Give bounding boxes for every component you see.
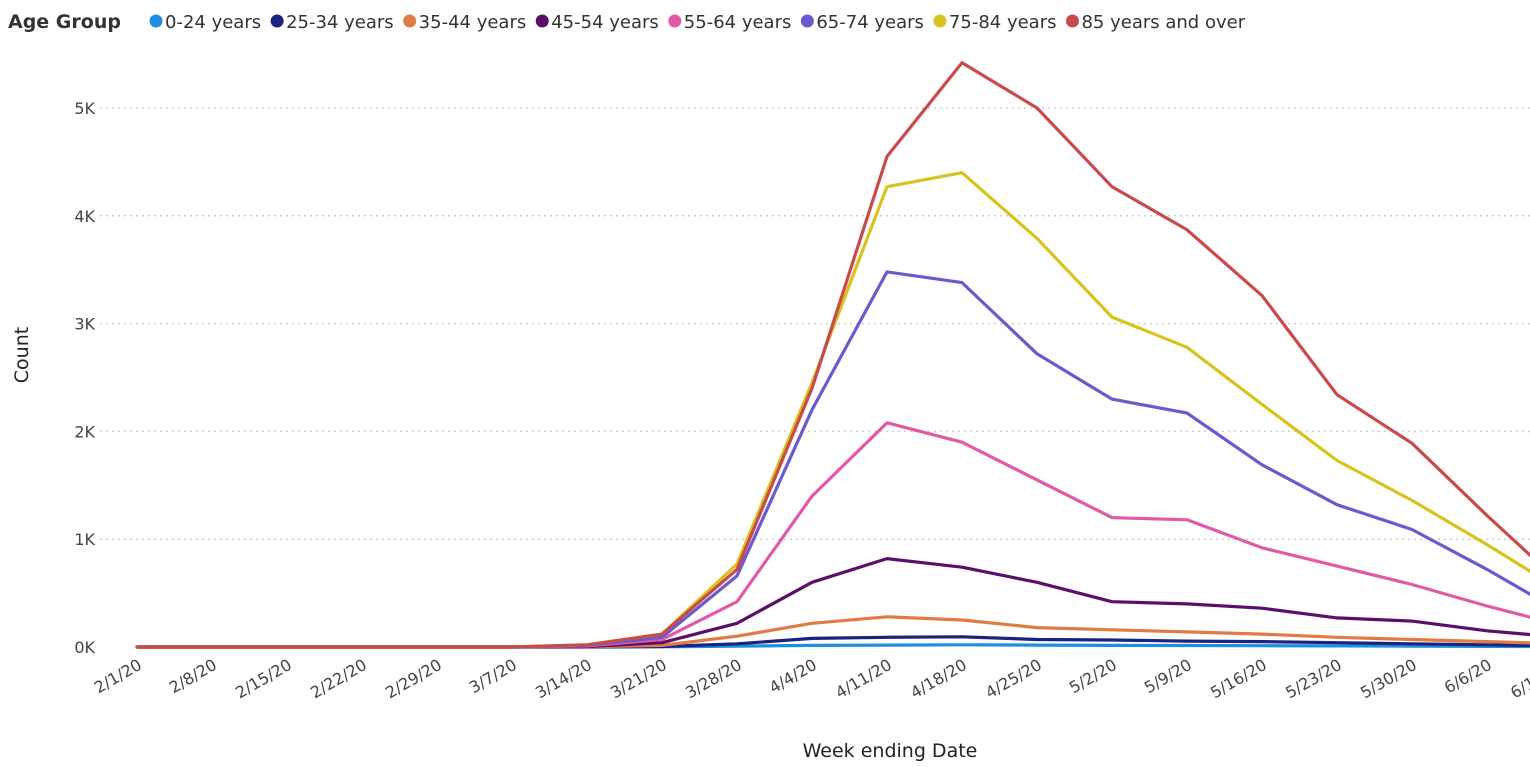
series-lines	[135, 61, 1530, 649]
legend-label: 85 years and over	[1081, 12, 1245, 33]
legend-item[interactable]: 45-54 years	[535, 12, 659, 33]
legend-item[interactable]: 85 years and over	[1065, 12, 1246, 33]
x-tick-label: 2/1/20	[91, 655, 145, 697]
series-line	[135, 557, 1530, 649]
legend-label: 65-74 years	[816, 12, 924, 33]
y-axis-ticks: 0K 1K 2K 3K 4K 5K	[74, 99, 95, 657]
x-tick-label: 3/21/20	[607, 655, 670, 702]
x-tick-label: 2/22/20	[307, 655, 370, 702]
legend-label: 75-84 years	[949, 12, 1057, 33]
series-line	[135, 61, 1530, 649]
y-tick-label: 5K	[74, 99, 95, 118]
x-tick-label: 3/28/20	[682, 655, 745, 702]
legend-label: 35-44 years	[419, 12, 527, 33]
legend-marker	[149, 14, 163, 28]
legend-label: 45-54 years	[551, 12, 659, 33]
x-tick-label: 5/30/20	[1357, 655, 1420, 702]
legend-marker	[933, 14, 947, 28]
y-tick-label: 4K	[74, 207, 95, 226]
x-tick-label: 5/16/20	[1207, 655, 1270, 702]
legend-item[interactable]: 55-64 years	[668, 12, 791, 33]
x-tick-label: 2/8/20	[166, 655, 220, 697]
legend-item[interactable]: 35-44 years	[403, 12, 526, 33]
legend-marker	[1065, 14, 1079, 28]
x-tick-label: 5/9/20	[1141, 655, 1195, 697]
legend-label: 0-24 years	[165, 12, 261, 33]
x-tick-label: 4/18/20	[907, 655, 970, 702]
x-tick-label: 3/7/20	[466, 655, 520, 697]
legend-label: 55-64 years	[684, 12, 792, 33]
gridlines	[100, 107, 1530, 540]
x-tick-label: 2/15/20	[232, 655, 295, 702]
y-tick-label: 2K	[74, 422, 95, 441]
y-tick-label: 1K	[74, 530, 95, 549]
legend-marker	[668, 14, 682, 28]
x-tick-label: 5/2/20	[1066, 655, 1120, 697]
y-axis-title: Count	[11, 327, 33, 383]
x-axis-ticks: 2/1/20 2/8/20 2/15/20 2/22/20 2/29/20 3/7/20 3…	[91, 655, 1530, 702]
legend-item[interactable]: 75-84 years	[933, 12, 1056, 33]
legend-marker	[800, 14, 814, 28]
legend-title: Age Group	[8, 11, 121, 33]
x-tick-label: 4/4/20	[766, 655, 820, 697]
x-axis-title: Week ending Date	[803, 740, 978, 762]
x-tick-label: 6/6/20	[1441, 655, 1495, 697]
legend-marker	[535, 14, 549, 28]
x-tick-label: 2/29/20	[382, 655, 445, 702]
x-tick-label: 4/11/20	[832, 655, 895, 702]
legend-item[interactable]: 0-24 years	[149, 12, 262, 33]
series-line	[135, 421, 1530, 649]
x-tick-label: 5/23/20	[1282, 655, 1345, 702]
legend-label: 25-34 years	[286, 12, 394, 33]
y-tick-label: 3K	[74, 315, 95, 334]
legend-item[interactable]: 65-74 years	[800, 12, 924, 33]
legend: Age Group 0-24 years 25-34 years 35-44 yea…	[8, 11, 1246, 33]
legend-marker	[403, 14, 417, 28]
x-tick-label: 6/13/20	[1507, 655, 1530, 702]
legend-item[interactable]: 25-34 years	[270, 12, 394, 33]
x-tick-label: 4/25/20	[982, 655, 1045, 702]
legend-marker	[270, 14, 284, 28]
x-tick-label: 3/14/20	[532, 655, 595, 702]
y-tick-label: 0K	[74, 638, 95, 657]
